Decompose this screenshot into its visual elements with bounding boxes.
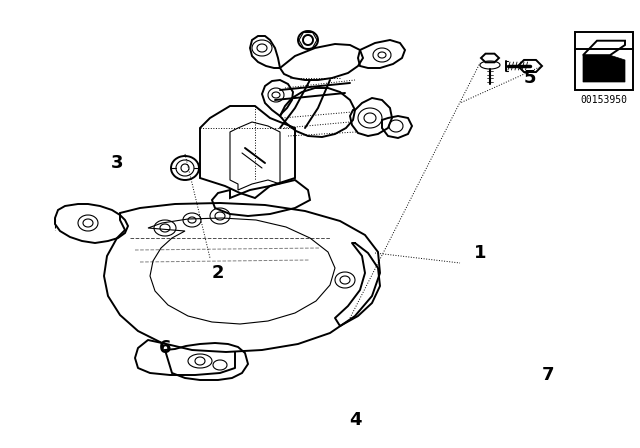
Text: 4: 4 [349,411,361,429]
Text: 1: 1 [474,244,486,262]
Text: 3: 3 [111,154,124,172]
Text: 2: 2 [212,264,224,282]
Text: 7: 7 [541,366,554,384]
Text: 6: 6 [159,339,172,357]
Text: 5: 5 [524,69,536,87]
Text: 00153950: 00153950 [580,95,627,105]
Polygon shape [583,55,625,82]
Bar [575,32,633,90]
